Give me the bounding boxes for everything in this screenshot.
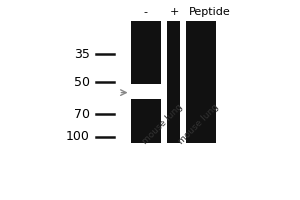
- Text: -: -: [143, 7, 148, 17]
- Bar: [130, 21, 160, 143]
- Text: 35: 35: [74, 47, 90, 60]
- Text: 100: 100: [66, 130, 90, 144]
- Text: mouse lung: mouse lung: [177, 102, 220, 146]
- Text: mouse lung: mouse lung: [141, 102, 184, 146]
- Text: +: +: [169, 7, 179, 17]
- Text: 70: 70: [74, 108, 90, 120]
- Text: 50: 50: [74, 75, 90, 88]
- Bar: [167, 21, 180, 143]
- Bar: [130, 84, 160, 99]
- Bar: [186, 21, 216, 143]
- Text: Peptide: Peptide: [189, 7, 231, 17]
